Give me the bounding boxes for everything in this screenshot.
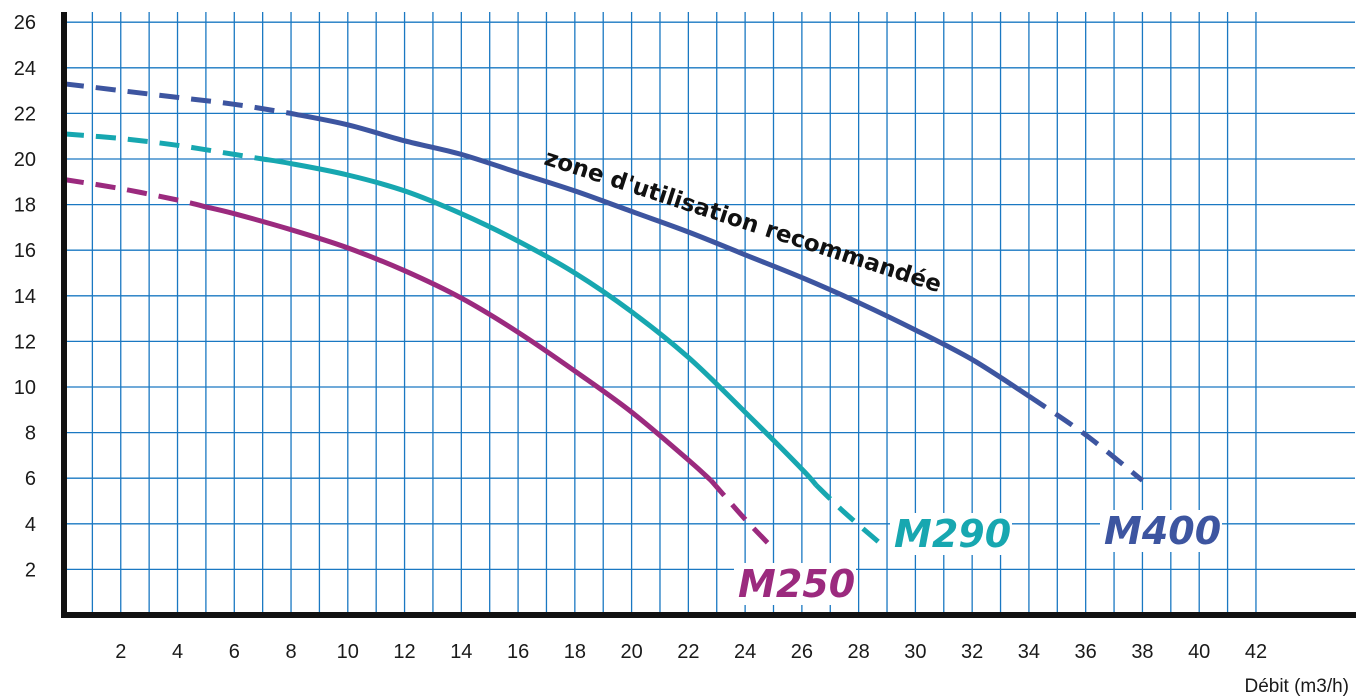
m400-label-background xyxy=(1100,510,1222,552)
x-tick-label: 14 xyxy=(450,641,472,663)
m400-curve-dashed-end xyxy=(1027,394,1144,483)
x-tick-label: 22 xyxy=(677,641,699,663)
y-tick-label: 10 xyxy=(14,377,36,399)
m250-label-background xyxy=(734,563,856,605)
zone-annotation: zone d'utilisation recommandée xyxy=(541,145,945,298)
curves xyxy=(63,81,1144,551)
m290-curve-solid xyxy=(262,156,818,487)
y-tick-label: 22 xyxy=(14,103,36,125)
x-tick-label: 20 xyxy=(620,641,642,663)
x-tick-label: 18 xyxy=(564,641,586,663)
y-tick-label: 14 xyxy=(14,286,36,308)
x-tick-label: 30 xyxy=(904,641,926,663)
m400-curve-solid xyxy=(290,110,1031,399)
x-tick-label: 26 xyxy=(791,641,813,663)
m400-curve-dashed-start xyxy=(63,81,292,116)
x-tick-label: 24 xyxy=(734,641,756,663)
x-tick-label: 6 xyxy=(229,641,240,663)
x-tick-label: 12 xyxy=(393,641,415,663)
y-tick-label: 26 xyxy=(14,12,36,34)
x-tick-label: 4 xyxy=(172,641,183,663)
y-tick-label: 12 xyxy=(14,331,36,353)
y-tick-label: 16 xyxy=(14,240,36,262)
x-tick-label: 16 xyxy=(507,641,529,663)
x-tick-label: 2 xyxy=(115,641,126,663)
y-tick-label: 20 xyxy=(14,149,36,171)
x-tick-label: 42 xyxy=(1245,641,1267,663)
axes xyxy=(61,12,1356,618)
y-tick-label: 4 xyxy=(25,514,36,536)
y-tick-label: 24 xyxy=(14,58,36,80)
m400-series-label: M400 xyxy=(1104,509,1221,553)
x-tick-label: 34 xyxy=(1018,641,1040,663)
x-tick-label: 10 xyxy=(337,641,359,663)
m250-curve-solid xyxy=(205,204,713,483)
x-tick-label: 32 xyxy=(961,641,983,663)
m290-curve-dashed-start xyxy=(63,131,264,162)
y-tick-label: 8 xyxy=(25,423,36,445)
m250-curve-dashed-end xyxy=(709,478,776,551)
y-tick-label: 6 xyxy=(25,468,36,490)
series-labels: M250 M290 M400 xyxy=(734,509,1222,606)
x-tick-label: 8 xyxy=(285,641,296,663)
y-tick-label: 2 xyxy=(25,559,36,581)
y-tick-label: 18 xyxy=(14,195,36,217)
m290-curve-dashed-end xyxy=(814,483,883,547)
x-tick-label: 36 xyxy=(1075,641,1097,663)
x-tick-label: 28 xyxy=(848,641,870,663)
x-tick-labels: 2 4 6 8 10 12 14 16 18 20 22 24 26 28 30 32 34 36 38 40 42 xyxy=(115,641,1267,663)
x-tick-label: 38 xyxy=(1131,641,1153,663)
m290-label-background xyxy=(890,513,1012,555)
x-axis-label: Débit (m3/h) xyxy=(1244,676,1349,697)
x-tick-label: 40 xyxy=(1188,641,1210,663)
m290-series-label: M290 xyxy=(894,512,1011,556)
m250-curve-dashed-start xyxy=(63,177,207,210)
m250-series-label: M250 xyxy=(738,562,855,606)
